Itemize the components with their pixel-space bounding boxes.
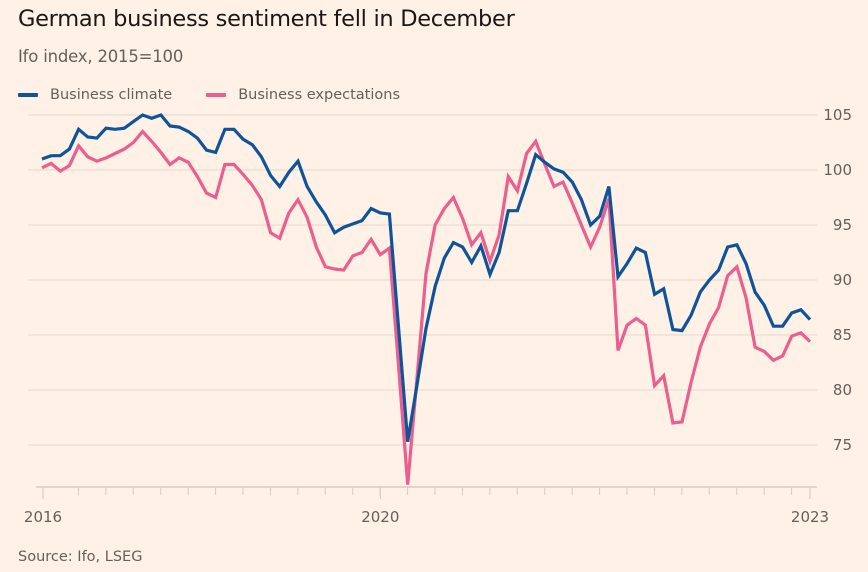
x-tick-label: 2023: [791, 508, 829, 526]
legend-label: Business expectations: [238, 87, 400, 103]
legend-swatch-business-climate: [18, 93, 38, 97]
series-lines: [41, 113, 812, 485]
y-tick-label: 100: [823, 161, 852, 179]
series-line-business-expectations: [41, 129, 812, 485]
legend-label: Business climate: [50, 87, 173, 103]
legend-item-business-climate: Business climate: [18, 87, 172, 103]
x-axis: 2016 2020 2023: [24, 486, 829, 526]
y-tick-label: 80: [833, 381, 852, 399]
series-line-business-climate: [41, 113, 812, 442]
legend-swatch-business-expectations: [206, 93, 227, 97]
y-tick-label: 95: [833, 216, 852, 234]
y-tick-label: 75: [833, 436, 852, 454]
y-tick-label: 90: [833, 271, 852, 289]
y-tick-label: 105: [823, 106, 852, 124]
chart-title: German business sentiment fell in Decemb…: [18, 6, 515, 32]
legend: Business climate Business expectations: [18, 87, 434, 103]
source-note: Source: Ifo, LSEG: [18, 549, 143, 565]
chart-subtitle: Ifo index, 2015=100: [18, 47, 184, 66]
y-axis: 75 80 85 90 95 100 105: [823, 106, 852, 454]
y-tick-label: 85: [833, 326, 852, 344]
x-tick-label: 2020: [361, 508, 399, 526]
legend-item-business-expectations: Business expectations: [206, 87, 400, 103]
gridlines: [28, 114, 817, 446]
x-tick-label: 2016: [24, 508, 62, 526]
